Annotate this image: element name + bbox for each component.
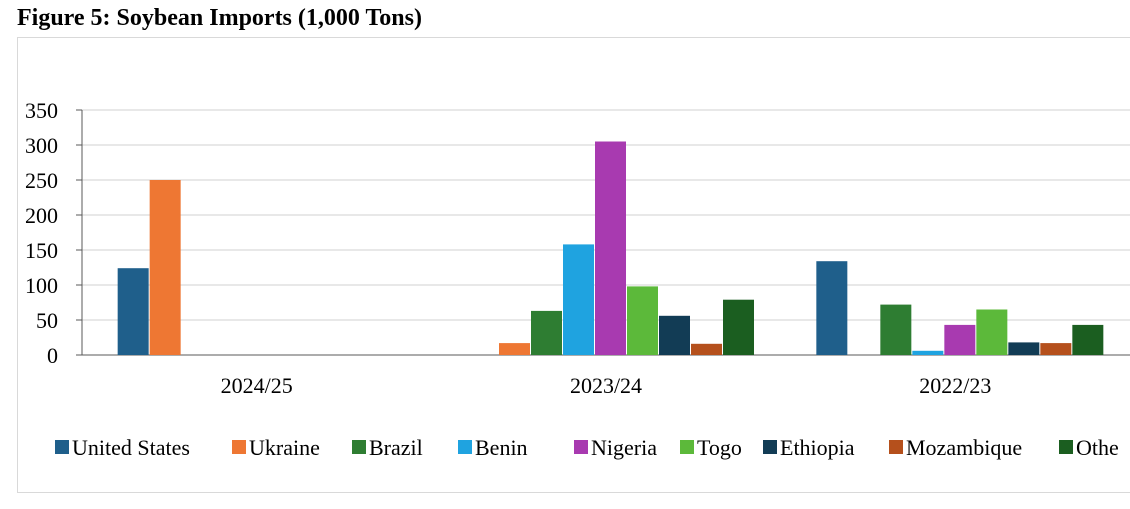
legend-swatch	[763, 440, 777, 454]
legend-label: Nigeria	[591, 435, 657, 460]
chart-frame	[17, 37, 1130, 493]
legend-swatch	[458, 440, 472, 454]
y-tick-label: 200	[25, 203, 58, 228]
bar-united-states-2022-23	[816, 261, 848, 355]
legend-label: Togo	[697, 435, 742, 460]
legend-swatch	[352, 440, 366, 454]
bar-benin-2022-23	[912, 350, 944, 355]
chart-title: Figure 5: Soybean Imports (1,000 Tons)	[17, 5, 422, 31]
legend-label: Benin	[475, 435, 528, 460]
bar-ethiopia-2023-24	[659, 315, 690, 355]
legend-swatch	[574, 440, 588, 454]
bar-ukraine-2024-25	[149, 180, 181, 355]
legend-label: Mozambique	[906, 435, 1022, 460]
bar-brazil-2023-24	[531, 310, 562, 355]
bar-brazil-2022-23	[880, 304, 912, 355]
bar-mozambique-2023-24	[691, 343, 722, 355]
category-label: 2024/25	[221, 373, 293, 398]
bar-othe-2022-23	[1072, 324, 1104, 355]
category-label: 2023/24	[570, 373, 642, 398]
y-tick-label: 300	[25, 133, 58, 158]
bar-united-states-2024-25	[117, 268, 149, 355]
bars	[117, 141, 1104, 355]
bar-ukraine-2023-24	[499, 343, 530, 355]
bar-nigeria-2023-24	[595, 141, 626, 355]
legend-label: Othe	[1076, 435, 1119, 460]
y-tick-label: 0	[47, 343, 58, 368]
category-labels: 2024/25 2023/24 2022/23	[221, 373, 992, 398]
legend-swatch	[55, 440, 69, 454]
legend-swatch	[232, 440, 246, 454]
y-tick-label: 100	[25, 273, 58, 298]
legend-label: Ethiopia	[780, 435, 855, 460]
bar-othe-2023-24	[723, 299, 754, 355]
bar-mozambique-2022-23	[1040, 343, 1072, 355]
category-label: 2022/23	[919, 373, 991, 398]
legend-swatch	[1059, 440, 1073, 454]
bar-togo-2022-23	[976, 309, 1008, 355]
legend-label: United States	[72, 435, 190, 460]
y-axis-ticks: 0 50 100 150 200 250 300 350	[25, 98, 58, 368]
y-tick-label: 150	[25, 238, 58, 263]
legend: United States Ukraine Brazil Benin Nigeria To…	[55, 435, 1119, 460]
legend-swatch	[680, 440, 694, 454]
bar-benin-2023-24	[563, 244, 594, 355]
legend-swatch	[889, 440, 903, 454]
bar-nigeria-2022-23	[944, 324, 976, 355]
bar-togo-2023-24	[627, 286, 658, 355]
legend-label: Brazil	[369, 435, 423, 460]
y-tick-label: 50	[36, 308, 58, 333]
bar-ethiopia-2022-23	[1008, 342, 1040, 355]
y-tick-label: 350	[25, 98, 58, 123]
legend-label: Ukraine	[249, 435, 320, 460]
y-tick-label: 250	[25, 168, 58, 193]
